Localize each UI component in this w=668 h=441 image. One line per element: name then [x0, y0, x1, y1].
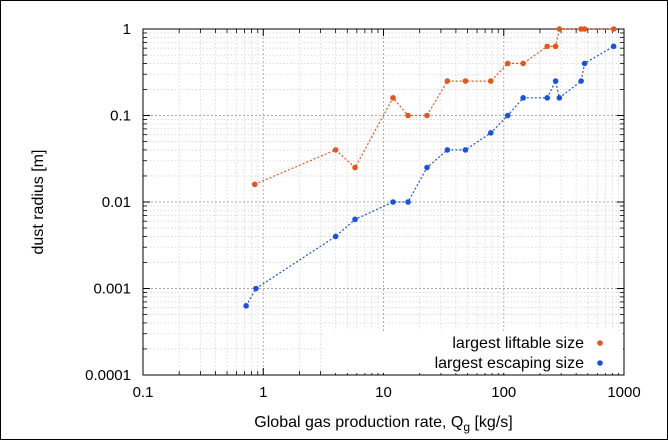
series-1-point	[405, 199, 411, 205]
x-axis-label: Global gas production rate, Qg [kg/s]	[254, 414, 512, 434]
series-line-0	[254, 28, 614, 185]
x-axis-label-subscript: g	[463, 420, 470, 434]
series-1-point	[520, 95, 526, 101]
legend-marker-escaping	[597, 360, 603, 366]
series-1-point	[504, 112, 511, 119]
series-1-point	[556, 95, 563, 101]
x-axis-label-main: Global gas production rate, Q	[254, 414, 463, 431]
series-1-point	[578, 78, 584, 84]
series-0-point	[444, 78, 451, 84]
x-tick-label: 1000	[607, 384, 640, 401]
x-tick-label: 0.1	[133, 384, 154, 401]
series-1-point	[253, 285, 259, 292]
series-0-point	[544, 43, 551, 50]
x-tick-labels: 0.1 1 10 100 1000	[133, 384, 641, 401]
y-axis-label: dust radius [m]	[30, 150, 47, 255]
legend-label-escaping: largest escaping size	[435, 355, 585, 372]
legend-background	[323, 331, 623, 373]
series-0-point	[581, 26, 588, 32]
series-0-point	[610, 26, 617, 32]
x-tick-label: 1	[259, 384, 267, 401]
series-0-point	[462, 78, 469, 84]
x-tick-label: 10	[375, 384, 392, 401]
series-1-point	[610, 43, 617, 50]
series-1-point	[544, 95, 551, 101]
series-0-point	[504, 60, 511, 67]
y-tick-label: 1	[123, 21, 131, 38]
series-0-point	[352, 164, 358, 171]
series-1-point	[352, 216, 358, 223]
y-tick-label: 0.01	[102, 194, 131, 211]
series-0-point	[405, 112, 411, 119]
series-1-point	[390, 199, 396, 205]
series-1-point	[424, 164, 430, 171]
series-0-point	[424, 112, 430, 119]
series-layer	[243, 26, 617, 309]
series-1-point	[581, 60, 588, 67]
y-tick-label: 0.1	[110, 108, 131, 125]
y-tick-label: 0.0001	[85, 367, 131, 384]
y-tick-labels: 0.0001 0.001 0.01 0.1 1	[85, 21, 131, 384]
x-tick-label: 100	[491, 384, 516, 401]
series-0-point	[251, 181, 258, 188]
series-0-point	[552, 43, 559, 50]
series-0-point	[520, 60, 526, 67]
series-0-point	[556, 26, 563, 32]
x-axis-label-unit: [kg/s]	[474, 414, 512, 431]
legend: largest liftable size largest escaping s…	[323, 331, 623, 373]
y-tick-label: 0.001	[93, 281, 131, 298]
series-1-point	[332, 233, 339, 240]
series-1-point	[462, 147, 469, 153]
series-1-point	[243, 303, 249, 309]
series-1-point	[487, 130, 494, 136]
series-1-point	[552, 78, 559, 84]
legend-marker-liftable	[597, 340, 603, 346]
axis-ticks	[142, 28, 625, 376]
legend-label-liftable: largest liftable size	[452, 335, 584, 352]
series-0-point	[332, 147, 339, 153]
series-1-point	[444, 147, 451, 153]
series-0-point	[487, 78, 494, 84]
series-line-1	[245, 45, 614, 307]
series-0-point	[390, 95, 396, 101]
